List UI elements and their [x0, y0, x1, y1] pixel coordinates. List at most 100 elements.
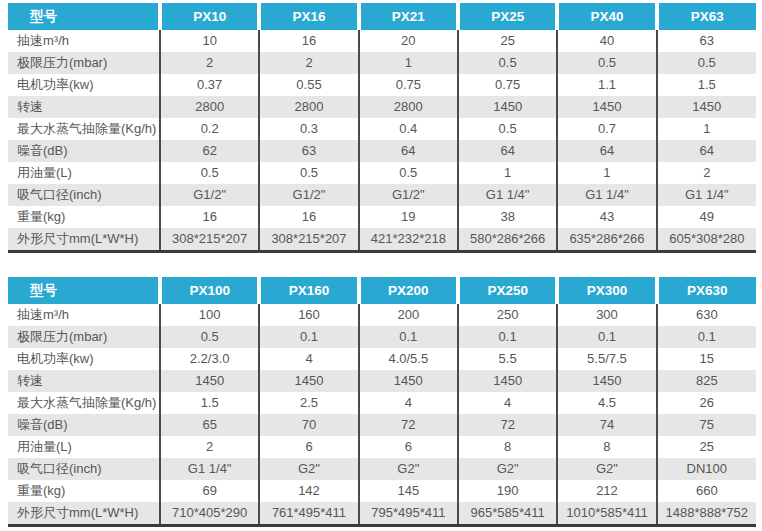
spec-cell: 0.1: [458, 326, 557, 348]
spec-cell: G2": [557, 458, 656, 480]
column-header-px100: PX100: [160, 277, 259, 304]
spec-cell: 69: [160, 480, 259, 502]
spec-cell: 421*232*218: [359, 228, 458, 252]
spec-cell: 1: [557, 162, 656, 184]
row-label: 外形尺寸mm(L*W*H): [8, 502, 160, 526]
spec-cell: 65: [160, 414, 259, 436]
spec-cell: 0.4: [359, 118, 458, 140]
row-label: 重量(kg): [8, 480, 160, 502]
spec-cell: 0.1: [259, 326, 358, 348]
spec-cell: 4: [259, 348, 358, 370]
row-label: 转速: [8, 96, 160, 118]
header-row: 型号PX10PX16PX21PX25PX40PX63: [8, 3, 756, 30]
spec-table-px-large-series: 型号PX100PX160PX200PX250PX300PX630抽速m³/h10…: [8, 277, 756, 527]
spec-cell: G1 1/4": [557, 184, 656, 206]
table-row: 极限压力(mbar)0.50.10.10.10.10.1: [8, 326, 756, 348]
table-row: 最大水蒸气抽除量(Kg/h)1.52.5444.526: [8, 392, 756, 414]
spec-cell: G1/2": [160, 184, 259, 206]
spec-cell: 25: [458, 30, 557, 52]
spec-cell: 0.5: [359, 162, 458, 184]
spec-cell: 2: [160, 52, 259, 74]
spec-cell: 1450: [557, 96, 656, 118]
model-column-header: 型号: [8, 277, 160, 304]
spec-cell: 8: [557, 436, 656, 458]
row-label: 极限压力(mbar): [8, 52, 160, 74]
spec-cell: 10: [160, 30, 259, 52]
column-header-px40: PX40: [557, 3, 656, 30]
spec-cell: G1 1/4": [160, 458, 259, 480]
spec-cell: 145: [359, 480, 458, 502]
table-row: 最大水蒸气抽除量(Kg/h)0.20.30.40.50.71: [8, 118, 756, 140]
spec-cell: 74: [557, 414, 656, 436]
spec-cell: 0.5: [160, 326, 259, 348]
table-row: 重量(kg)161619384349: [8, 206, 756, 228]
model-column-header: 型号: [8, 3, 160, 30]
column-header-px630: PX630: [657, 277, 756, 304]
header-row: 型号PX100PX160PX200PX250PX300PX630: [8, 277, 756, 304]
spec-cell: 308*215*207: [160, 228, 259, 252]
spec-cell: G2": [359, 458, 458, 480]
spec-cell: 0.1: [359, 326, 458, 348]
column-header-px200: PX200: [359, 277, 458, 304]
spec-cell: 26: [657, 392, 756, 414]
column-header-px21: PX21: [359, 3, 458, 30]
spec-cell: 1450: [359, 370, 458, 392]
column-header-px10: PX10: [160, 3, 259, 30]
column-header-px63: PX63: [657, 3, 756, 30]
spec-cell: G2": [458, 458, 557, 480]
spec-cell: 1450: [458, 96, 557, 118]
spec-cell: 70: [259, 414, 358, 436]
row-label: 极限压力(mbar): [8, 326, 160, 348]
table-row: 电机功率(kw)0.370.550.750.751.11.5: [8, 74, 756, 96]
spec-cell: 142: [259, 480, 358, 502]
spec-cell: 64: [557, 140, 656, 162]
column-header-px160: PX160: [259, 277, 358, 304]
spec-cell: 1010*585*411: [557, 502, 656, 526]
spec-cell: 825: [657, 370, 756, 392]
table-row: 抽速m³/h100160200250300630: [8, 304, 756, 326]
spec-cell: 635*286*266: [557, 228, 656, 252]
row-label: 抽速m³/h: [8, 30, 160, 52]
row-label: 用油量(L): [8, 436, 160, 458]
table-row: 外形尺寸mm(L*W*H)710*405*290761*495*411795*4…: [8, 502, 756, 526]
table-row: 转速14501450145014501450825: [8, 370, 756, 392]
row-label: 最大水蒸气抽除量(Kg/h): [8, 118, 160, 140]
spec-cell: 308*215*207: [259, 228, 358, 252]
spec-cell: 0.5: [458, 118, 557, 140]
table-row: 噪音(dB)626364646464: [8, 140, 756, 162]
row-label: 外形尺寸mm(L*W*H): [8, 228, 160, 252]
spec-cell: 8: [458, 436, 557, 458]
spec-cell: 2: [259, 52, 358, 74]
spec-cell: 1.1: [557, 74, 656, 96]
spec-cell: 16: [160, 206, 259, 228]
spec-table-px-small-series: 型号PX10PX16PX21PX25PX40PX63抽速m³/h10162025…: [8, 3, 756, 253]
table-row: 用油量(L)2668825: [8, 436, 756, 458]
spec-cell: 0.1: [557, 326, 656, 348]
spec-cell: 4: [458, 392, 557, 414]
spec-cell: 20: [359, 30, 458, 52]
spec-cell: 40: [557, 30, 656, 52]
spec-cell: 1: [657, 118, 756, 140]
table-row: 电机功率(kw)2.2/3.044.0/5.55.55.5/7.515: [8, 348, 756, 370]
row-label: 重量(kg): [8, 206, 160, 228]
spec-cell: 580*286*266: [458, 228, 557, 252]
spec-cell: 2: [160, 436, 259, 458]
spec-cell: 660: [657, 480, 756, 502]
row-label: 噪音(dB): [8, 140, 160, 162]
spec-cell: 300: [557, 304, 656, 326]
row-label: 噪音(dB): [8, 414, 160, 436]
spec-cell: 1.5: [657, 74, 756, 96]
row-label: 吸气口径(inch): [8, 184, 160, 206]
spec-cell: 0.75: [458, 74, 557, 96]
spec-cell: 0.5: [557, 52, 656, 74]
spec-cell: 1488*888*752: [657, 502, 756, 526]
table-row: 极限压力(mbar)2210.50.50.5: [8, 52, 756, 74]
spec-cell: 0.1: [657, 326, 756, 348]
spec-cell: 1450: [657, 96, 756, 118]
spec-cell: G1 1/4": [458, 184, 557, 206]
spec-cell: 100: [160, 304, 259, 326]
spec-cell: 212: [557, 480, 656, 502]
spec-cell: DN100: [657, 458, 756, 480]
spec-cell: 43: [557, 206, 656, 228]
spec-cell: 1450: [259, 370, 358, 392]
